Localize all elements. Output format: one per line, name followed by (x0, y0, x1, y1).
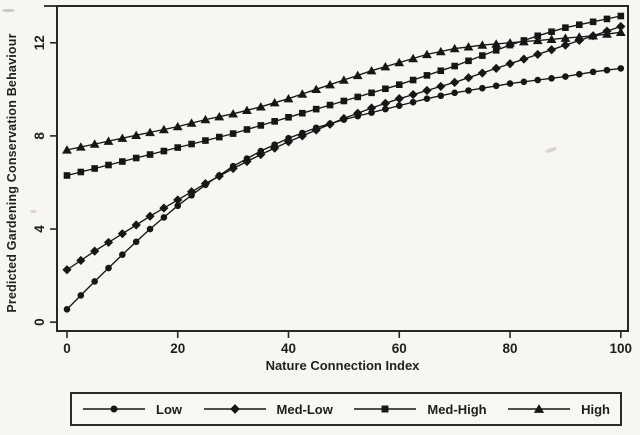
scan-speck (30, 210, 37, 213)
x-tick-label: 60 (392, 341, 407, 356)
series-markers-high (62, 27, 626, 154)
legend: Low Med-Low Med-High High (70, 392, 622, 426)
y-tick-label: 4 (32, 225, 47, 233)
legend-key-high (508, 404, 571, 413)
series-line-low (66, 67, 621, 310)
plot-frame (56, 5, 629, 332)
scan-speck (2, 9, 15, 12)
series-markers-med-high (63, 12, 625, 179)
y-tick-label: 8 (32, 132, 47, 140)
y-tick-label: 0 (32, 318, 47, 326)
legend-key-med-high (354, 405, 417, 413)
x-axis-title: Nature Connection Index (265, 358, 420, 373)
x-tick-label: 20 (170, 341, 185, 356)
legend-key-med-low (203, 404, 266, 414)
legend-label-low: Low (156, 401, 182, 417)
x-tick-label: 80 (503, 341, 518, 356)
square-icon (381, 405, 389, 413)
legend-key-low (83, 405, 145, 413)
x-tick-label: 40 (281, 341, 296, 356)
legend-item-high: High (507, 402, 610, 417)
legend-label-high: High (581, 401, 610, 417)
legend-item-med-low: Med-Low (203, 402, 333, 417)
diamond-icon (229, 404, 240, 414)
x-tick-label: 0 (63, 341, 71, 356)
y-tick-label: 12 (32, 35, 47, 50)
triangle-icon (533, 404, 545, 413)
legend-label-med-high: Med-High (427, 401, 487, 417)
legend-label-med-low: Med-Low (276, 401, 333, 417)
circle-icon (110, 405, 118, 413)
legend-item-low: Low (82, 402, 182, 417)
y-axis-title: Predicted Gardening Conservation Behavio… (5, 33, 19, 313)
x-tick-label: 100 (610, 341, 633, 356)
legend-item-med-high: Med-High (353, 401, 487, 417)
series-line-med-low (66, 25, 622, 271)
series-markers-med-low (62, 21, 626, 275)
